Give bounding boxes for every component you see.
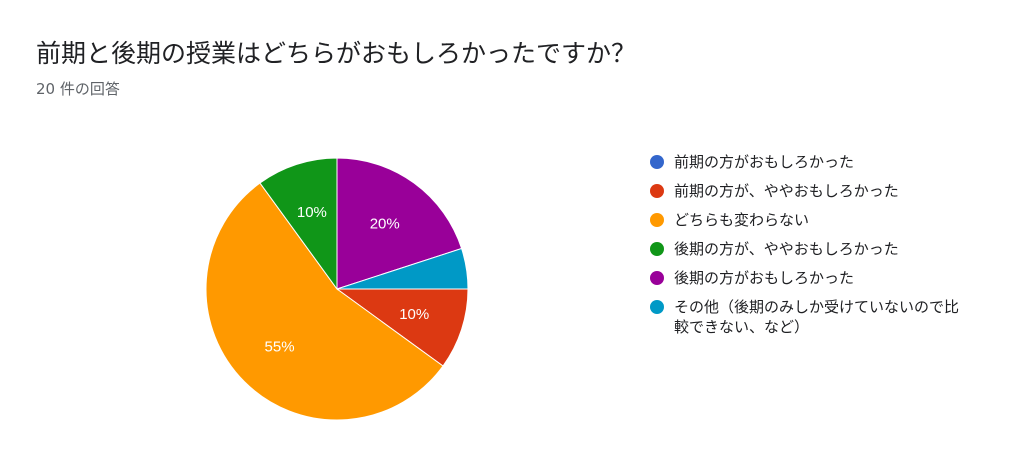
- pie-slice: [335, 288, 469, 367]
- chart-legend: 前期の方がおもしろかった前期の方が、ややおもしろかった どちらも変わらない後期の方…: [650, 152, 964, 346]
- legend-item: どちらも変わらない: [650, 210, 964, 230]
- legend-label: 前期の方が、ややおもしろかった: [674, 182, 899, 200]
- pie-slice: [205, 182, 444, 421]
- legend-label: その他（後期のみしか受けていないので比較できない、など）: [674, 298, 960, 336]
- chart-title: 前期と後期の授業はどちらがおもしろかったですか？: [36, 39, 637, 68]
- legend-item: 後期の方がおもしろかった: [650, 268, 964, 288]
- legend-label: 前期の方がおもしろかった: [674, 153, 855, 171]
- legend-swatch: [650, 300, 664, 314]
- legend-swatch: [650, 242, 664, 256]
- legend-item: その他（後期のみしか受けていないので比較できない、など）: [650, 297, 964, 337]
- response-count: 20 件の回答: [36, 80, 120, 98]
- legend-item: 前期の方が、ややおもしろかった: [650, 181, 964, 201]
- pie-chart: 20% 10% 55% 10%: [205, 157, 469, 421]
- legend-label: どちらも変わらない: [674, 211, 810, 229]
- legend-swatch: [650, 155, 664, 169]
- slice-percent-label: 55%: [265, 338, 295, 355]
- pie-slice: [259, 157, 338, 291]
- legend-label: 後期の方がおもしろかった: [674, 269, 855, 287]
- legend-swatch: [650, 184, 664, 198]
- legend-item: 前期の方がおもしろかった: [650, 152, 964, 172]
- legend-item: 後期の方が、ややおもしろかった: [650, 239, 964, 259]
- slice-percent-label: 20%: [370, 215, 400, 232]
- slice-percent-label: 10%: [399, 306, 429, 323]
- slice-percent-label: 10%: [297, 204, 327, 221]
- legend-swatch: [650, 271, 664, 285]
- legend-label: 後期の方が、ややおもしろかった: [674, 240, 899, 258]
- legend-swatch: [650, 213, 664, 227]
- pie-slice: [336, 157, 463, 290]
